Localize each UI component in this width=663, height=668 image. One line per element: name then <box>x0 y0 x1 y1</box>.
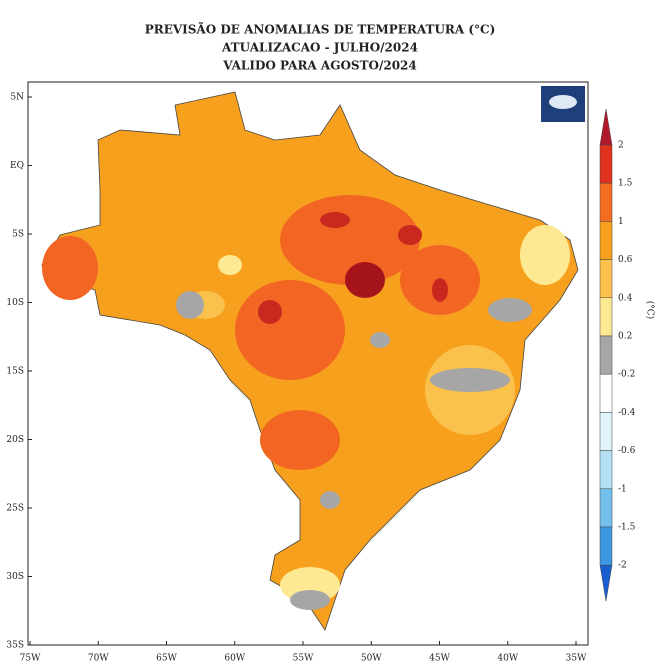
colorbar-segment <box>599 182 613 222</box>
lat-label: 15S <box>6 367 24 377</box>
lat-label: EQ <box>10 161 24 171</box>
lat-label: 35S <box>6 641 24 651</box>
lon-label: 50W <box>361 654 382 664</box>
lon-label: 40W <box>497 654 518 664</box>
title-line: VALIDO PARA AGOSTO/2024 <box>222 59 417 73</box>
colorbar-label: -2 <box>618 561 627 571</box>
colorbar-label: -0.4 <box>618 408 636 418</box>
lat-label: 30S <box>6 572 24 582</box>
colorbar-label: -0.2 <box>618 370 635 380</box>
colorbar-segment <box>599 526 613 566</box>
colorbar-label: 0.2 <box>618 332 632 342</box>
colorbar-label: 0.6 <box>618 255 633 265</box>
colorbar-segment <box>599 297 613 337</box>
colorbar-end <box>599 108 613 146</box>
title-line: PREVISÃO DE ANOMALIAS DE TEMPERATURA (°C… <box>145 22 496 37</box>
lon-label: 70W <box>88 654 109 664</box>
map <box>27 81 589 646</box>
title-line: ATUALIZACAO - JULHO/2024 <box>221 41 418 55</box>
lat-label: 20S <box>6 435 24 445</box>
colorbar-label: 2 <box>618 141 624 151</box>
colorbar-unit: (°C) <box>645 301 656 319</box>
anomaly-areas <box>42 195 570 610</box>
lon-label: 65W <box>156 654 177 664</box>
lat-label: 5N <box>10 93 24 103</box>
colorbar-label: -0.6 <box>618 446 636 456</box>
colorbar-segment <box>599 259 613 299</box>
colorbar-label: -1 <box>618 484 627 494</box>
colorbar-end <box>599 564 613 602</box>
lon-label: 35W <box>566 654 587 664</box>
colorbar-label: 1 <box>618 217 624 227</box>
colorbar-segment <box>599 450 613 490</box>
colorbar-segment <box>599 335 613 375</box>
logo-cloud <box>549 95 577 109</box>
lon-label: 60W <box>224 654 245 664</box>
colorbar-segment <box>599 412 613 451</box>
lon-label: 75W <box>20 654 41 664</box>
lat-label: 10S <box>6 298 24 308</box>
colorbar-label: -1.5 <box>618 523 636 533</box>
colorbar-segment <box>599 221 613 260</box>
lon-label: 55W <box>293 654 314 664</box>
colorbar-segment <box>599 144 613 184</box>
colorbar-segment <box>599 373 613 413</box>
colorbar-label: 0.4 <box>618 293 633 303</box>
lat-label: 25S <box>6 504 24 514</box>
lat-label: 5S <box>12 230 24 240</box>
colorbar-label: 1.5 <box>618 179 633 189</box>
lon-label: 45W <box>429 654 450 664</box>
colorbar-segment <box>599 488 613 528</box>
